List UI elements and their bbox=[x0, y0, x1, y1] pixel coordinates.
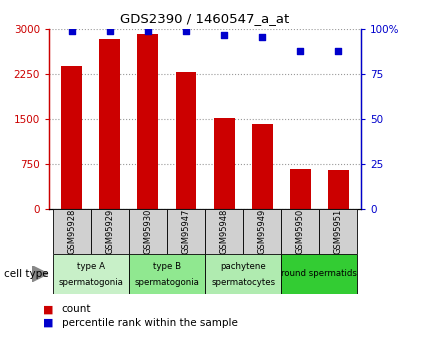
Bar bbox=[328, 170, 349, 209]
Bar bbox=[243, 209, 281, 254]
Bar bbox=[319, 209, 357, 254]
Title: GDS2390 / 1460547_a_at: GDS2390 / 1460547_a_at bbox=[120, 12, 290, 26]
Bar bbox=[214, 118, 235, 209]
Bar bbox=[129, 254, 205, 294]
Bar bbox=[176, 72, 196, 209]
Point bbox=[106, 28, 113, 34]
Text: GSM95928: GSM95928 bbox=[67, 208, 76, 254]
Bar bbox=[252, 124, 273, 209]
Bar bbox=[137, 34, 159, 209]
Bar bbox=[167, 209, 205, 254]
Point bbox=[68, 28, 75, 34]
Text: type B: type B bbox=[153, 262, 181, 271]
Text: pachytene: pachytene bbox=[220, 262, 266, 271]
Bar bbox=[53, 254, 129, 294]
Polygon shape bbox=[32, 266, 48, 282]
Text: percentile rank within the sample: percentile rank within the sample bbox=[62, 318, 238, 327]
Text: GSM95948: GSM95948 bbox=[220, 208, 229, 254]
Text: GSM95930: GSM95930 bbox=[143, 208, 153, 254]
Text: spermatocytes: spermatocytes bbox=[211, 278, 275, 287]
Text: ■: ■ bbox=[42, 305, 53, 314]
Text: type A: type A bbox=[77, 262, 105, 271]
Bar bbox=[290, 169, 311, 209]
Point bbox=[259, 34, 266, 39]
Bar bbox=[99, 39, 120, 209]
Text: count: count bbox=[62, 305, 91, 314]
Text: GSM95947: GSM95947 bbox=[181, 208, 190, 254]
Text: round spermatids: round spermatids bbox=[281, 269, 357, 278]
Text: spermatogonia: spermatogonia bbox=[58, 278, 123, 287]
Text: GSM95950: GSM95950 bbox=[296, 208, 305, 254]
Point bbox=[144, 28, 151, 34]
Text: GSM95929: GSM95929 bbox=[105, 208, 114, 254]
Text: ■: ■ bbox=[42, 318, 53, 327]
Bar bbox=[91, 209, 129, 254]
Point bbox=[183, 28, 190, 34]
Bar bbox=[129, 209, 167, 254]
Bar bbox=[281, 254, 357, 294]
Text: GSM95951: GSM95951 bbox=[334, 208, 343, 254]
Point bbox=[297, 48, 304, 53]
Point bbox=[335, 48, 342, 53]
Bar bbox=[281, 209, 319, 254]
Bar bbox=[61, 66, 82, 209]
Text: spermatogonia: spermatogonia bbox=[135, 278, 199, 287]
Bar bbox=[205, 254, 281, 294]
Bar bbox=[205, 209, 243, 254]
Bar bbox=[53, 209, 91, 254]
Text: cell type: cell type bbox=[4, 269, 49, 279]
Point bbox=[221, 32, 227, 38]
Text: GSM95949: GSM95949 bbox=[258, 208, 267, 254]
